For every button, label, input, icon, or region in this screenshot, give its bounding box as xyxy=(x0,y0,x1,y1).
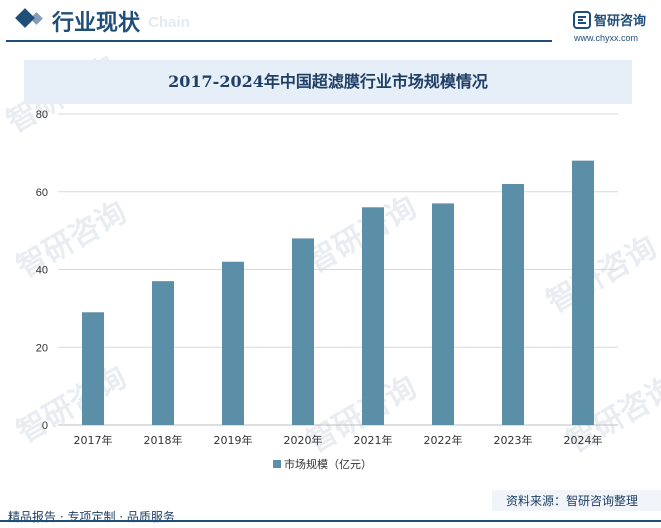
footer-slogan: 精品报告 · 专项定制 · 品质服务 xyxy=(8,510,175,524)
section-title: 行业现状 xyxy=(52,11,141,36)
bar xyxy=(82,312,104,425)
section-title-en: Chain xyxy=(148,14,190,31)
bar xyxy=(152,281,174,425)
bar xyxy=(362,207,384,425)
y-tick-label: 80 xyxy=(36,109,48,121)
footer-source-background xyxy=(492,490,661,511)
footer-divider xyxy=(0,520,661,522)
y-tick-label: 40 xyxy=(36,265,48,277)
x-tick-label: 2017年 xyxy=(74,433,113,447)
x-tick-label: 2020年 xyxy=(284,433,323,447)
x-tick-label: 2018年 xyxy=(144,433,183,447)
chart-title-band xyxy=(24,60,632,104)
bar xyxy=(502,183,524,425)
bar xyxy=(432,203,454,425)
x-tick-label: 2023年 xyxy=(494,433,533,447)
y-tick-label: 0 xyxy=(42,420,48,432)
source-note: 资料来源：智研咨询整理 xyxy=(506,494,639,508)
page-header: 行业现状 Chain 智研咨询 www.chyxx.com xyxy=(0,0,661,48)
logo-url: www.chyxx.com xyxy=(574,33,639,43)
logo-icon xyxy=(573,11,591,29)
y-tick-label: 60 xyxy=(36,187,48,199)
x-tick-label: 2024年 xyxy=(564,433,603,447)
header-divider xyxy=(6,40,552,42)
bar xyxy=(292,238,314,425)
x-tick-label: 2019年 xyxy=(214,433,253,447)
legend-swatch xyxy=(273,460,281,468)
bar xyxy=(572,160,594,425)
logo-name: 智研咨询 xyxy=(594,14,647,29)
x-tick-label: 2022年 xyxy=(424,433,463,447)
y-tick-label: 20 xyxy=(36,342,48,354)
x-tick-label: 2021年 xyxy=(354,433,393,447)
bar xyxy=(222,261,244,425)
chart-title: 2017-2024年中国超滤膜行业市场规模情况 xyxy=(168,72,488,91)
legend-label: 市场规模（亿元） xyxy=(284,457,372,471)
